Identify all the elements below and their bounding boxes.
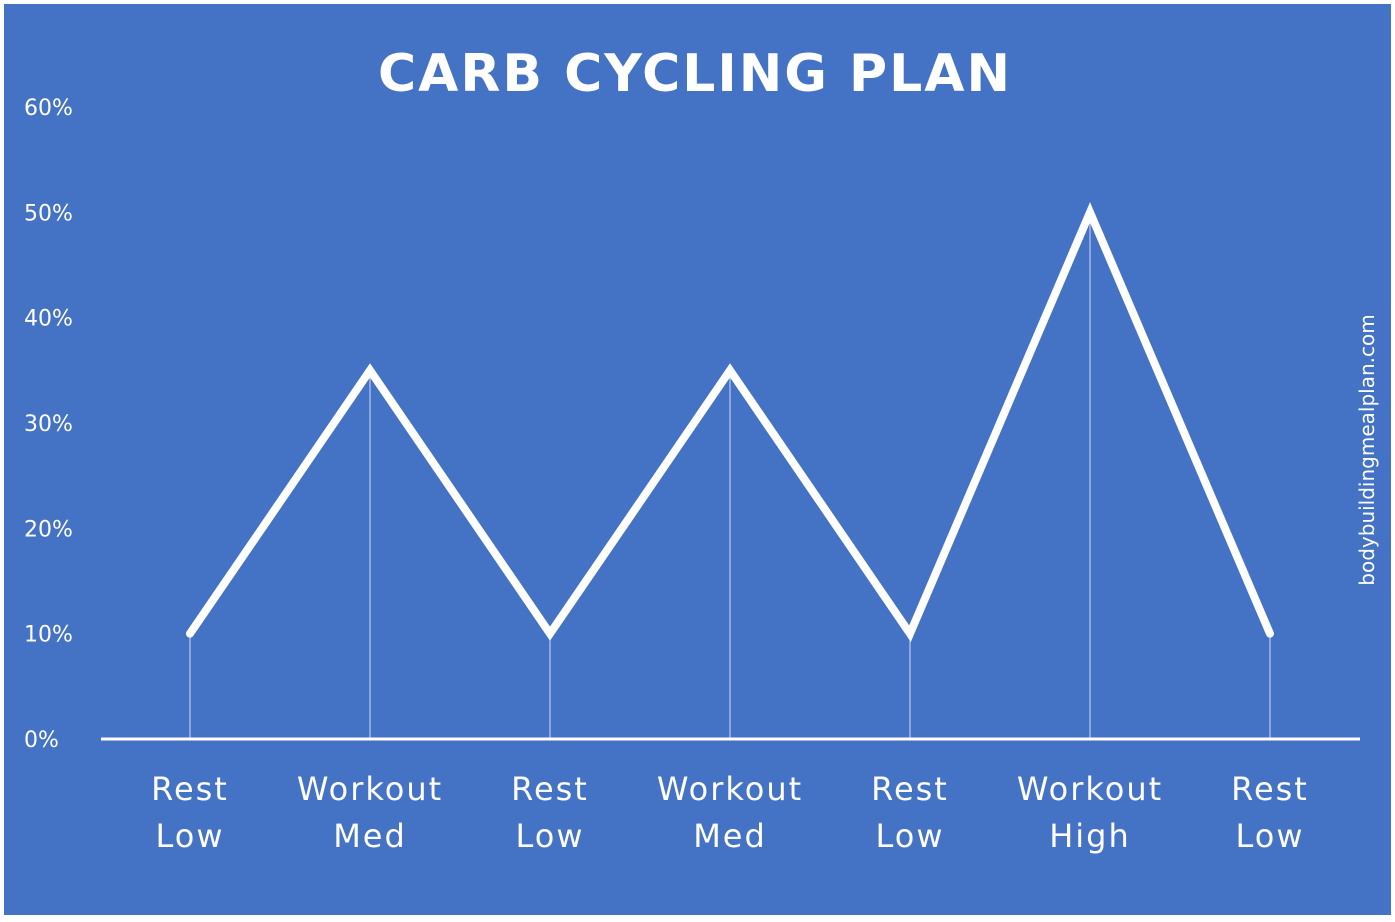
data-point [367,367,373,374]
x-tick-label: Workout Med [657,770,803,855]
y-tick-label: 20% [24,517,73,542]
data-point [187,630,193,637]
data-point [1087,209,1093,216]
y-tick-label: 30% [24,412,73,437]
chart-frame: CARB CYCLING PLAN 0% 10% 20% 30% 40% 50% 60% R… [4,4,1391,915]
x-axis-ticks: Rest Low Workout Med Rest Low Workout Med Rest Lo… [151,770,1309,855]
chart-svg: CARB CYCLING PLAN 0% 10% 20% 30% 40% 50% 60% R… [4,4,1391,915]
y-tick-label: 40% [24,307,73,332]
x-tick-label: Workout Med [297,770,443,855]
data-point [907,630,913,637]
data-point [1267,630,1273,637]
x-tick-label: Rest Low [151,770,229,855]
y-tick-label: 10% [24,623,73,648]
chart-background [4,4,1391,915]
watermark-text: bodybuildingmealplan.com [1355,314,1379,585]
x-tick-label: Rest Low [511,770,589,855]
series-group [186,202,1274,642]
y-tick-label: 0% [24,728,59,753]
x-tick-label: Rest Low [1231,770,1309,855]
y-tick-label: 60% [24,96,73,121]
data-point [727,367,733,374]
y-axis-ticks: 0% 10% 20% 30% 40% 50% 60% [24,96,73,753]
x-tick-label: Workout High [1017,770,1163,855]
y-tick-label: 50% [24,201,73,226]
data-point [547,630,553,637]
chart-title: CARB CYCLING PLAN [378,44,1012,104]
x-tick-label: Rest Low [871,770,949,855]
drop-lines [189,212,1271,739]
